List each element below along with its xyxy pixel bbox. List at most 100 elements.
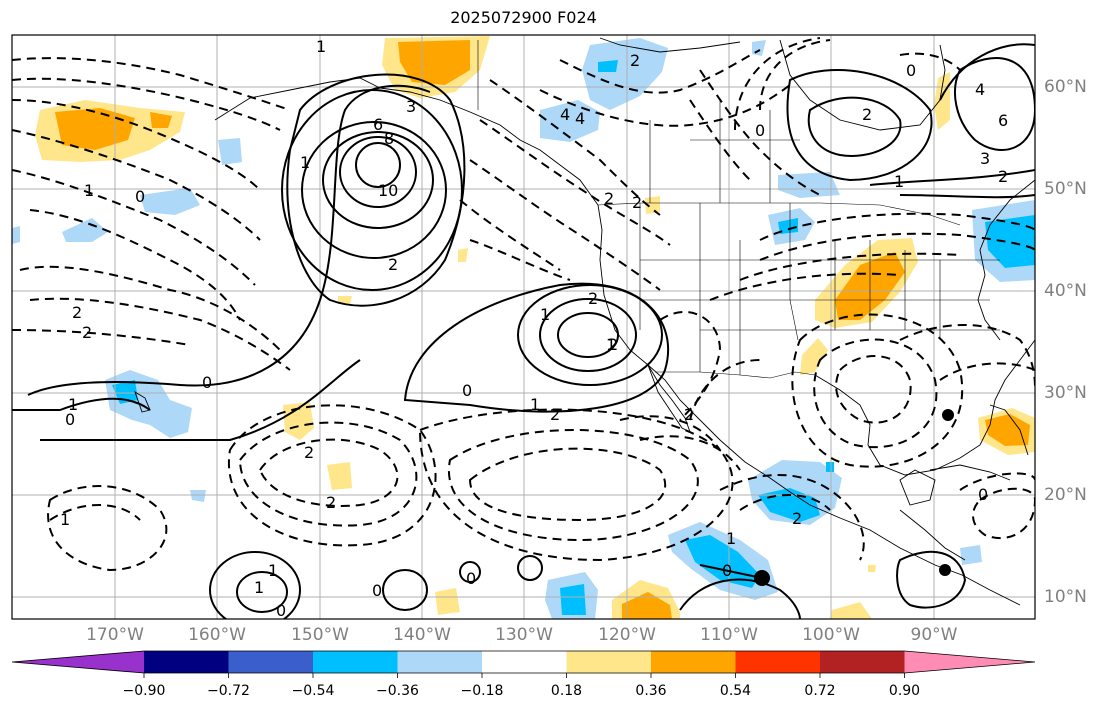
dash-gulf-3 bbox=[791, 313, 963, 468]
shade-yellow-pac-5 bbox=[338, 296, 352, 304]
contour-ne-1 bbox=[954, 57, 1035, 151]
contour-label: 6 bbox=[998, 111, 1008, 130]
shade-blue-bering-3 bbox=[218, 138, 242, 165]
contour-label: 2 bbox=[388, 255, 398, 274]
lat-label: 20°N bbox=[1044, 485, 1087, 505]
dash-sw-2 bbox=[49, 504, 141, 521]
shade-yellow-pac-3 bbox=[645, 196, 660, 214]
lat-label: 60°N bbox=[1044, 77, 1087, 97]
contour-cal-1 bbox=[557, 312, 619, 358]
contour-low-2 bbox=[339, 136, 417, 208]
contour-pac-low-1 bbox=[382, 569, 428, 611]
contour-label: 2 bbox=[684, 405, 694, 424]
dash-north-2 bbox=[12, 77, 281, 131]
dash-nw-ne-3 bbox=[899, 52, 961, 71]
contour-label: 0 bbox=[906, 61, 916, 80]
contour-label: 0 bbox=[462, 381, 472, 400]
shade-blue-canada-2 bbox=[540, 100, 600, 142]
shade-blue-mexico-2b bbox=[685, 535, 760, 588]
dash-west-1 bbox=[19, 265, 281, 351]
contour-label: 1 bbox=[254, 578, 264, 597]
dash-canada-3 bbox=[699, 69, 821, 196]
contour-cal-3 bbox=[517, 284, 663, 386]
dash-east-1 bbox=[899, 324, 1035, 391]
contour-label: 0 bbox=[202, 373, 212, 392]
contour-label: 2 bbox=[998, 167, 1008, 186]
dash-carib-2 bbox=[959, 472, 1035, 491]
contour-label: 1 bbox=[726, 529, 736, 548]
contour-zero-1 bbox=[27, 84, 431, 396]
dash-west-2 bbox=[29, 297, 291, 371]
storm-center-marker bbox=[754, 570, 770, 586]
contour-label: 2 bbox=[630, 51, 640, 70]
contour-low-4 bbox=[301, 121, 447, 259]
graticule bbox=[12, 35, 1035, 619]
dash-ak-1 bbox=[489, 79, 661, 216]
contour-label: 4 bbox=[975, 80, 985, 99]
contour-label: 1 bbox=[268, 561, 278, 580]
dash-carib-1 bbox=[972, 487, 1035, 540]
colorbar-tick-label: 0.54 bbox=[719, 683, 752, 699]
contour-hurricane bbox=[699, 564, 763, 579]
dash-nw-ne-1 bbox=[759, 39, 831, 111]
dash-canada-1 bbox=[559, 49, 761, 94]
dash-plains-4 bbox=[709, 272, 901, 301]
colorbar-segment-7 bbox=[651, 651, 736, 673]
storm-minor-marker bbox=[939, 564, 951, 576]
contour-label: 0 bbox=[276, 601, 286, 620]
coast-west bbox=[597, 204, 1021, 606]
contour-label: 0 bbox=[755, 121, 765, 140]
coast-florida bbox=[989, 404, 1029, 456]
coast-yucatan bbox=[899, 469, 936, 506]
shade-yellow-bottom-4 bbox=[868, 565, 876, 572]
shade-blue-bering-2 bbox=[62, 218, 108, 242]
contour-label: 0 bbox=[466, 569, 476, 588]
contour-hawaii-low-2 bbox=[236, 571, 288, 613]
contour-low-3 bbox=[355, 142, 401, 188]
dash-mid-4 bbox=[468, 447, 667, 522]
colorbar-tick-label: −0.90 bbox=[122, 683, 166, 699]
shade-orange-bottom-1 bbox=[622, 592, 672, 619]
dash-canada-2 bbox=[539, 84, 791, 127]
contour-gulf-alaska bbox=[286, 73, 466, 307]
contour-label: 4 bbox=[575, 109, 585, 128]
dash-mid-5 bbox=[447, 429, 699, 542]
shade-yellow-bottom-2 bbox=[435, 588, 460, 615]
lat-label: 40°N bbox=[1044, 281, 1087, 301]
map-frame bbox=[11, 34, 1036, 620]
dash-north-6 bbox=[29, 209, 241, 321]
colorbar-tick-label: 0.36 bbox=[635, 683, 667, 699]
coast-arctic bbox=[599, 37, 741, 53]
contour-pac-low-2 bbox=[517, 555, 543, 581]
shade-yellow-pac-4 bbox=[458, 248, 468, 262]
contour-label: 8 bbox=[384, 129, 394, 148]
coast-central-am bbox=[899, 509, 966, 561]
contour-label: 2 bbox=[608, 335, 618, 354]
colorbar-segment-6 bbox=[566, 651, 651, 673]
shade-blue-tiny bbox=[826, 462, 834, 472]
shade-blue-small bbox=[190, 490, 206, 502]
shade-blue-lakes-b bbox=[778, 218, 798, 234]
contour-emx-1 bbox=[679, 578, 801, 619]
lat-label: 50°N bbox=[1044, 179, 1087, 199]
lon-label: 100°W bbox=[802, 625, 860, 645]
storm-minor-marker-2 bbox=[942, 409, 954, 421]
contour-pac-low-3 bbox=[459, 561, 481, 583]
dash-ak-2 bbox=[479, 119, 671, 246]
contour-label: 1 bbox=[540, 305, 550, 324]
lat-label: 10°N bbox=[1044, 587, 1087, 607]
contour-label: 2 bbox=[82, 323, 92, 342]
solid-contours bbox=[12, 43, 1035, 619]
contour-nw-2 bbox=[807, 96, 902, 157]
border-canada-prov bbox=[649, 100, 800, 203]
lon-label: 110°W bbox=[700, 625, 758, 645]
dash-nw-ne-2 bbox=[734, 37, 821, 131]
contour-cal-4 bbox=[403, 282, 670, 413]
colorbar-segment-10 bbox=[904, 651, 1035, 673]
contour-label: 1 bbox=[68, 395, 78, 414]
contour-label: 1 bbox=[300, 153, 310, 172]
colorbar-segment-2 bbox=[228, 651, 313, 673]
dash-north-3 bbox=[12, 99, 261, 191]
lon-label: 130°W bbox=[495, 625, 553, 645]
